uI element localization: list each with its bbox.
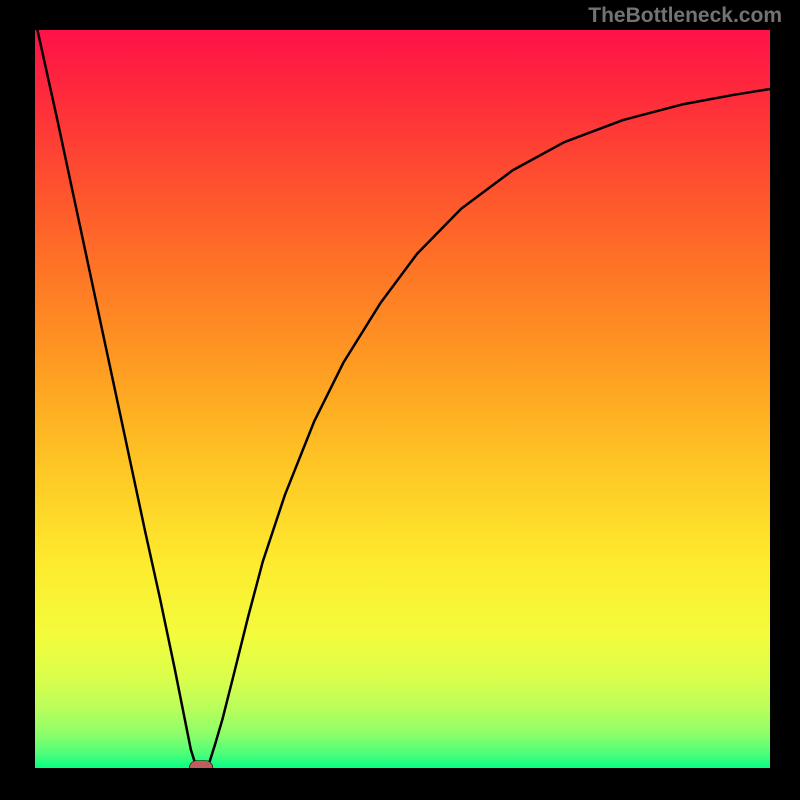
plot-area bbox=[35, 30, 770, 768]
minimum-marker bbox=[189, 761, 213, 768]
watermark-text: TheBottleneck.com bbox=[588, 4, 782, 28]
chart-svg bbox=[35, 30, 770, 768]
gradient-background bbox=[35, 30, 770, 768]
chart-container: TheBottleneck.com bbox=[0, 0, 800, 800]
